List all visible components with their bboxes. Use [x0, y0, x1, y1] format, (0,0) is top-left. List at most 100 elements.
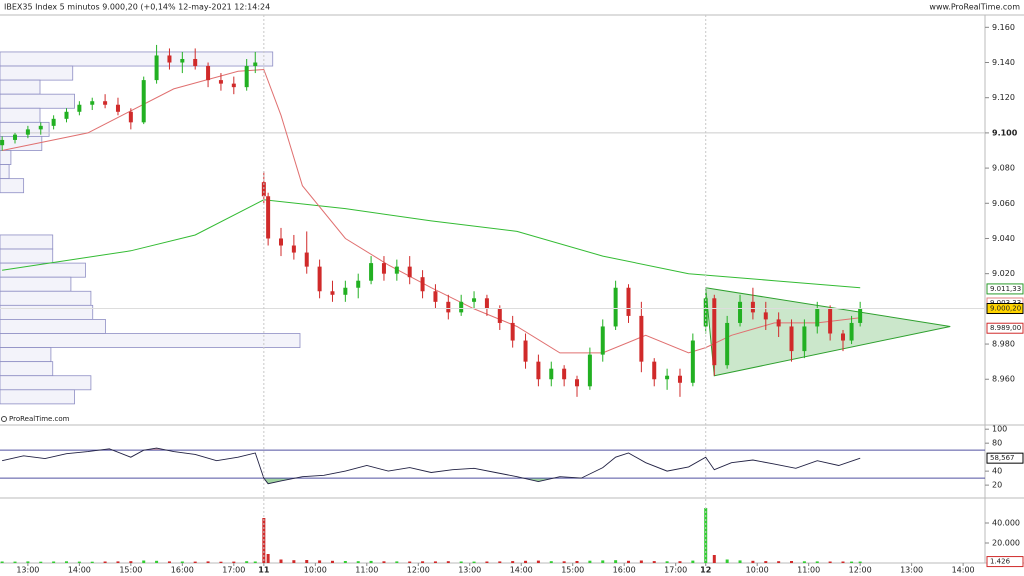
y-tick-label: 40	[992, 467, 1002, 476]
x-tick-label: 12	[700, 566, 711, 575]
y-tick-label: 20.000	[992, 539, 1020, 548]
candle-body	[343, 287, 348, 295]
price-marker-label: 1.426	[990, 558, 1011, 566]
volume-bar	[90, 561, 94, 563]
volume-bar	[13, 561, 17, 563]
candle-body	[776, 319, 781, 327]
x-tick-label: 14:00	[952, 566, 975, 575]
candle-body	[244, 66, 249, 88]
candle-body	[77, 104, 82, 112]
y-tick-label: 9.020	[992, 269, 1015, 278]
price-marker-label: 8.989,00	[990, 324, 1021, 332]
volume-bar	[279, 559, 283, 563]
candle-body	[639, 315, 644, 362]
y-tick-label: 9.080	[992, 164, 1015, 173]
candle-body	[626, 287, 631, 316]
volume-bar	[738, 560, 742, 563]
candle-body	[381, 263, 386, 274]
candle-body	[38, 125, 43, 130]
volume-profile-bar	[0, 375, 92, 391]
candle-body	[433, 291, 438, 302]
volume-bar	[116, 561, 120, 563]
chart-header: IBEX35 Index 5 minutos 9.000,20 (+0,14% …	[4, 3, 270, 12]
y-tick-label: 9.120	[992, 93, 1015, 102]
candle-body	[849, 322, 854, 341]
volume-profile-bar	[0, 79, 41, 95]
candle-body	[128, 111, 133, 123]
candle-body	[218, 80, 223, 84]
volume-profile-bar	[0, 234, 54, 250]
volume-profile-bar	[0, 276, 72, 292]
y-tick-label: 9.160	[992, 23, 1015, 32]
volume-bar	[206, 561, 210, 563]
volume-profile-bar	[0, 262, 86, 278]
volume-bar	[549, 561, 553, 563]
candle-body	[141, 80, 146, 123]
volume-bar	[639, 560, 643, 563]
volume-bar	[266, 554, 270, 563]
y-tick-label: 20	[992, 481, 1002, 490]
volume-bar	[828, 561, 832, 563]
volume-bar	[129, 561, 133, 563]
volume-bar	[142, 560, 146, 563]
volume-bar	[318, 560, 322, 563]
candle-body	[253, 62, 258, 67]
candle-body	[750, 301, 755, 313]
candle-body	[858, 308, 863, 323]
volume-bar	[421, 561, 425, 563]
volume-profile-bar	[0, 51, 274, 67]
candle-body	[789, 326, 794, 352]
candle-body	[523, 340, 528, 362]
volume-profile-bar	[0, 164, 10, 180]
candle-body	[484, 298, 489, 309]
candle-body	[587, 354, 592, 387]
candle-body	[317, 266, 322, 292]
candle-body	[25, 129, 30, 135]
x-tick-label: 15:00	[119, 566, 142, 575]
price-marker-label: 9.011,33	[990, 285, 1021, 293]
x-tick-label: 12:00	[407, 566, 430, 575]
candle-body	[51, 118, 56, 126]
volume-bar	[712, 555, 716, 563]
candle-body	[407, 266, 412, 278]
candle-body	[802, 326, 807, 352]
volume-bar	[26, 561, 30, 563]
volume-bar	[790, 561, 794, 563]
volume-bar	[841, 561, 845, 563]
candle-body	[510, 322, 515, 341]
candle-body	[677, 375, 682, 383]
candle-body	[459, 301, 464, 313]
volume-bar	[343, 561, 347, 563]
volume-bar	[232, 561, 236, 563]
volume-bar	[52, 561, 56, 563]
volume-profile-bar	[0, 107, 41, 123]
candle-body	[64, 111, 69, 119]
volume-profile-bar	[0, 389, 75, 405]
y-tick-label: 40.000	[992, 519, 1020, 528]
volume-bar	[446, 561, 450, 563]
volume-bar	[485, 561, 489, 563]
candle-body	[690, 340, 695, 383]
candle-body	[472, 298, 477, 302]
volume-bar	[815, 561, 819, 563]
candle-body	[815, 308, 820, 327]
volume-profile-bar	[0, 248, 54, 264]
y-tick-label: 9.140	[992, 58, 1015, 67]
x-tick-label: 12:00	[849, 566, 872, 575]
volume-profile-bar	[0, 136, 43, 151]
candle-body	[369, 263, 374, 281]
volume-profile-bar	[0, 319, 106, 334]
volume-bar	[253, 561, 257, 563]
x-tick-label: 14:00	[68, 566, 91, 575]
volume-bar	[292, 560, 296, 563]
candle-body	[115, 104, 120, 112]
price-marker	[986, 452, 1024, 464]
volume-bar	[369, 560, 373, 563]
y-tick-label: 8.960	[992, 375, 1015, 384]
volume-bar	[180, 561, 184, 563]
candle-body	[261, 182, 266, 197]
x-tick-label: 16:00	[171, 566, 194, 575]
y-tick-label: 9.060	[992, 199, 1015, 208]
volume-bar	[219, 561, 223, 563]
